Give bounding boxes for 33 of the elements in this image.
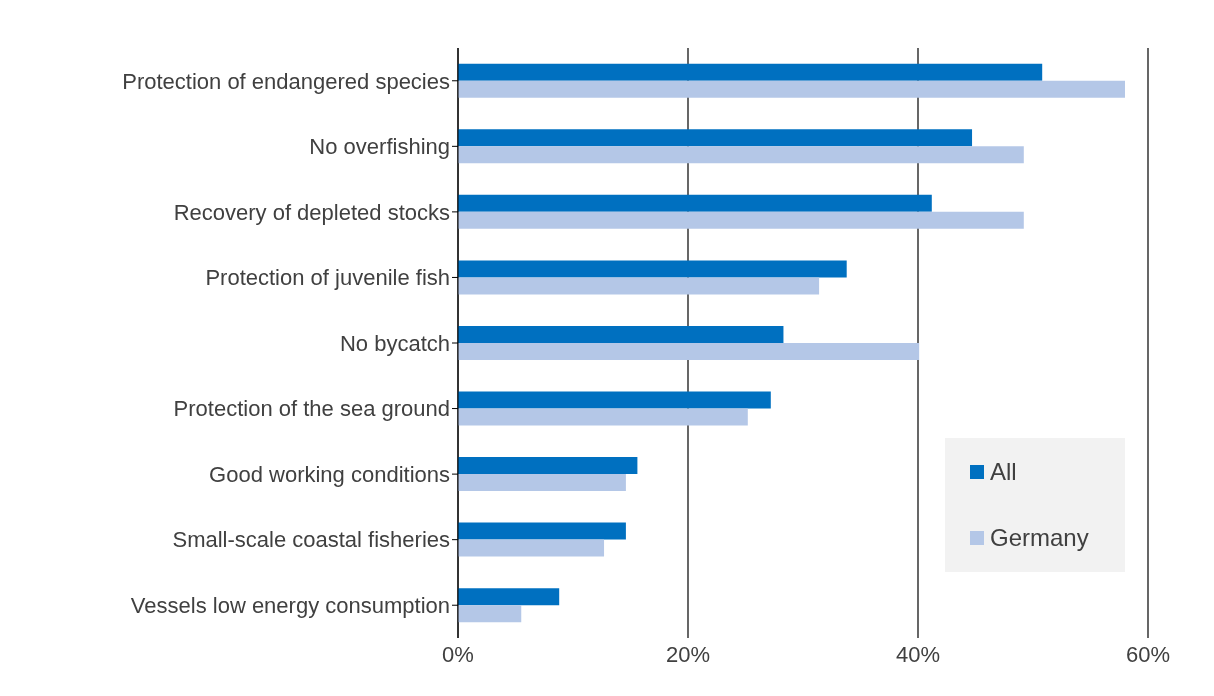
- x-tick-label: 40%: [895, 641, 941, 667]
- y-tick-label: No overfishing: [309, 134, 450, 160]
- y-tick-label: Protection of juvenile fish: [205, 265, 450, 291]
- bar: [458, 260, 847, 278]
- bar: [458, 605, 522, 623]
- y-tick-label: Good working conditions: [209, 461, 450, 487]
- bar: [458, 80, 1125, 98]
- bar: [458, 129, 973, 147]
- bar: [458, 391, 771, 409]
- bar: [458, 539, 605, 557]
- bar: [458, 277, 820, 295]
- bar: [458, 194, 932, 212]
- bar: [458, 457, 638, 475]
- bar: [458, 325, 784, 343]
- bar: [458, 342, 920, 360]
- legend-label: Germany: [990, 524, 1089, 552]
- bar: [458, 474, 626, 492]
- legend-label: All: [990, 458, 1017, 486]
- y-tick-label: Recovery of depleted stocks: [173, 199, 450, 225]
- y-tick-label: Small-scale coastal fisheries: [172, 527, 450, 553]
- y-tick-label: Vessels low energy consumption: [130, 593, 450, 619]
- bar: [458, 211, 1024, 229]
- y-tick-label: No bycatch: [339, 330, 450, 356]
- bar: [458, 146, 1024, 164]
- bar: [458, 408, 748, 426]
- x-tick-label: 20%: [665, 641, 711, 667]
- y-tick-label: Protection of the sea ground: [173, 396, 450, 422]
- y-tick-label: Protection of endangered species: [122, 68, 450, 94]
- x-tick-label: 60%: [1125, 641, 1171, 667]
- bar: [458, 63, 1043, 81]
- bar: [458, 588, 560, 606]
- bar: [458, 522, 626, 540]
- x-tick-label: 0%: [442, 641, 474, 667]
